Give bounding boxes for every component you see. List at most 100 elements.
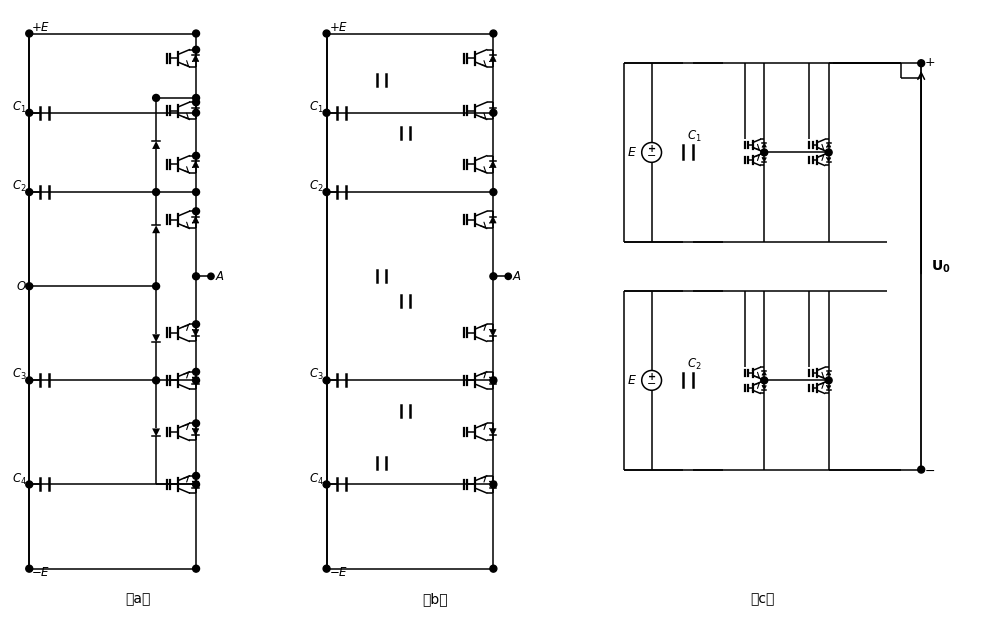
Polygon shape [152,428,160,437]
Circle shape [761,377,768,384]
Circle shape [193,99,200,106]
Circle shape [323,481,330,488]
Polygon shape [152,225,160,233]
Text: +: + [648,371,656,381]
Polygon shape [762,386,766,390]
Text: $E$: $E$ [627,374,637,387]
Circle shape [26,283,33,289]
Circle shape [193,189,200,196]
Text: $C_4$: $C_4$ [309,471,324,486]
Circle shape [323,189,330,196]
Text: $\mathbf{U_0}$: $\mathbf{U_0}$ [931,258,951,274]
Text: $C_1$: $C_1$ [12,100,27,115]
Circle shape [193,368,200,375]
Circle shape [26,189,33,196]
Circle shape [193,208,200,215]
Circle shape [208,273,214,279]
Circle shape [153,377,160,384]
Circle shape [505,273,511,279]
Text: $+E$: $+E$ [31,20,50,34]
Circle shape [153,283,160,289]
Circle shape [825,149,832,156]
Polygon shape [490,481,496,487]
Text: $-E$: $-E$ [329,566,348,579]
Circle shape [153,94,160,101]
Polygon shape [192,161,199,168]
Polygon shape [827,143,831,147]
Text: $C_3$: $C_3$ [309,368,324,383]
Circle shape [323,109,330,116]
Polygon shape [490,217,496,223]
Circle shape [918,466,925,473]
Text: −: − [647,151,656,161]
Text: $C_2$: $C_2$ [687,356,702,371]
Polygon shape [192,107,199,114]
Text: $+E$: $+E$ [329,20,348,34]
Polygon shape [192,481,199,487]
Text: +: + [648,143,656,153]
Polygon shape [192,428,199,435]
Circle shape [193,94,200,101]
Text: $-$: $-$ [924,464,935,477]
Circle shape [26,565,33,572]
Circle shape [193,473,200,479]
Circle shape [490,565,497,572]
Polygon shape [192,217,199,223]
Circle shape [825,377,832,384]
Circle shape [193,109,200,116]
Polygon shape [762,158,766,162]
Polygon shape [827,371,831,375]
Circle shape [193,46,200,53]
Circle shape [193,30,200,37]
Polygon shape [490,161,496,168]
Text: $C_1$: $C_1$ [687,129,702,143]
Circle shape [193,273,200,280]
Text: （c）: （c） [750,592,775,606]
Circle shape [26,481,33,488]
Polygon shape [490,428,496,435]
Polygon shape [762,371,766,375]
Circle shape [323,377,330,384]
Text: $O$: $O$ [16,279,27,292]
Text: $C_4$: $C_4$ [12,471,27,486]
Polygon shape [490,330,496,336]
Polygon shape [827,386,831,390]
Circle shape [490,189,497,196]
Polygon shape [152,334,160,342]
Text: （a）: （a） [126,592,151,606]
Text: $C_2$: $C_2$ [12,179,27,194]
Text: $E$: $E$ [627,146,637,159]
Polygon shape [152,141,160,149]
Text: $-E$: $-E$ [31,566,50,579]
Circle shape [193,377,200,384]
Circle shape [26,30,33,37]
Circle shape [490,481,497,488]
Text: −: − [647,379,656,389]
Circle shape [193,565,200,572]
Circle shape [26,109,33,116]
Polygon shape [490,107,496,114]
Circle shape [490,109,497,116]
Polygon shape [192,377,199,384]
Text: $+$: $+$ [924,56,935,69]
Circle shape [323,565,330,572]
Polygon shape [490,377,496,384]
Circle shape [26,377,33,384]
Text: $C_2$: $C_2$ [309,179,324,194]
Circle shape [323,30,330,37]
Circle shape [490,273,497,280]
Circle shape [153,189,160,196]
Text: （b）: （b） [423,592,448,606]
Circle shape [761,149,768,156]
Text: $C_3$: $C_3$ [12,368,27,383]
Text: $A$: $A$ [512,270,522,283]
Circle shape [918,60,925,66]
Circle shape [193,152,200,159]
Polygon shape [192,330,199,336]
Text: $C_1$: $C_1$ [309,100,324,115]
Polygon shape [762,143,766,147]
Polygon shape [490,55,496,61]
Polygon shape [827,158,831,162]
Circle shape [490,30,497,37]
Circle shape [193,481,200,488]
